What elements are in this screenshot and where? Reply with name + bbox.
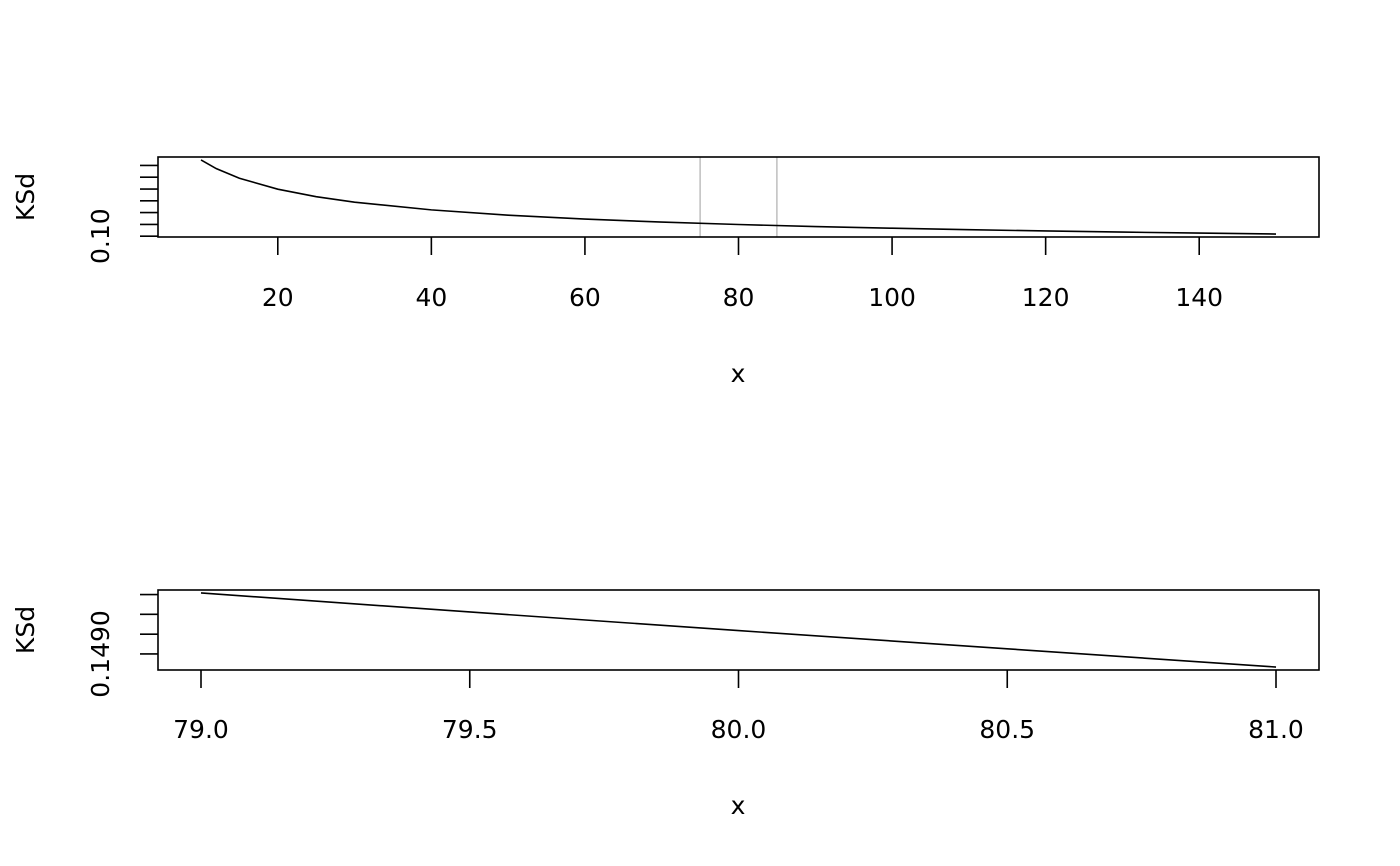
x-tick-label: 80 (723, 283, 755, 312)
x-tick-label: 140 (1175, 283, 1223, 312)
series-line (200, 159, 1277, 235)
y-tick-label: 0.10 (86, 208, 115, 264)
panel-2: 79.0 79.5 80.0 80.5 81.0 0.1490 x KSd (11, 589, 1320, 820)
x-tick-label: 100 (868, 283, 916, 312)
x-axis-label: x (731, 791, 746, 820)
y-axis-label: KSd (11, 173, 40, 221)
x-tick-label: 79.5 (442, 715, 498, 744)
y-tick-label: 0.1490 (86, 610, 115, 697)
y-axis-label: KSd (11, 606, 40, 654)
x-tick-label: 81.0 (1248, 715, 1304, 744)
x-tick-label: 120 (1022, 283, 1070, 312)
x-tick-label: 80.5 (979, 715, 1035, 744)
series-line (200, 592, 1277, 668)
x-tick-label: 80.0 (711, 715, 767, 744)
x-axis-label: x (731, 359, 746, 388)
x-tick-label: 20 (262, 283, 294, 312)
x-tick-label: 60 (569, 283, 601, 312)
panel-1: 20 40 60 80 100 120 140 0.10 x KSd (11, 156, 1320, 388)
x-tick-label: 40 (415, 283, 447, 312)
x-tick-label: 79.0 (173, 715, 229, 744)
